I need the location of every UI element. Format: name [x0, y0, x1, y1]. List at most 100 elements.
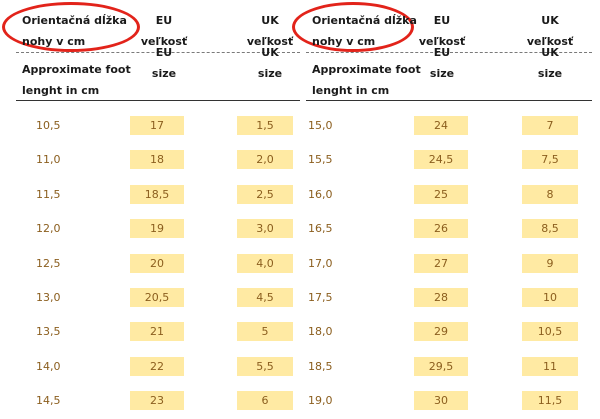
table-row: 15,0 24 7: [306, 116, 592, 136]
header-line: Orientačná dĺžka: [22, 14, 127, 27]
header-uk-sk: UK veľkosť: [242, 10, 298, 52]
header-eu-sk: EU veľkosť: [136, 10, 192, 52]
header-foot-length-en: Approximate foot lenght in cm: [22, 59, 131, 101]
header-uk-sk: UK veľkosť: [522, 10, 578, 52]
uk-size-cell: 7,5: [522, 150, 578, 170]
eu-size-cell: 18: [130, 150, 184, 170]
uk-size-cell: 10: [522, 288, 578, 307]
header-foot-length-sk: Orientačná dĺžka nohy v cm: [22, 10, 127, 52]
table-row: 11,0 18 2,0: [16, 150, 300, 170]
header-foot-length-en: Approximate foot lenght in cm: [312, 59, 421, 101]
header-line: UK: [541, 46, 559, 59]
foot-length-cell: 15,0: [308, 119, 333, 132]
uk-size-cell: 11,5: [522, 391, 578, 411]
table-row: 16,5 26 8,5: [306, 219, 592, 239]
header-eu-en: EU size: [136, 42, 192, 84]
eu-size-cell: 17: [130, 116, 184, 135]
header-uk-en: UK size: [242, 42, 298, 84]
foot-length-cell: 18,5: [308, 359, 333, 373]
header-line: UK: [261, 14, 279, 27]
eu-size-cell: 24: [414, 116, 468, 135]
header-divider: [16, 52, 300, 53]
header-line: EU: [433, 46, 451, 59]
table-row: 17,0 27 9: [306, 253, 592, 274]
table-row: 11,5 18,5 2,5: [16, 184, 300, 205]
header-line: nohy v cm: [22, 35, 86, 48]
table-row: 12,5 20 4,0: [16, 253, 300, 274]
table-row: 18,5 29,5 11: [306, 356, 592, 377]
eu-size-cell: 22: [130, 356, 184, 376]
uk-size-cell: 8: [522, 184, 578, 204]
uk-size-cell: 9: [522, 253, 578, 273]
foot-length-cell: 11,5: [36, 187, 61, 201]
header-line: veľkosť: [246, 35, 294, 48]
header-eu-sk: EU veľkosť: [414, 10, 470, 52]
foot-length-cell: 13,0: [36, 291, 61, 304]
table-row: 16,0 25 8: [306, 184, 592, 205]
eu-size-cell: 29: [414, 322, 468, 342]
table-row: 18,0 29 10,5: [306, 322, 592, 342]
header-line: UK: [261, 46, 279, 59]
uk-size-cell: 10,5: [522, 322, 578, 342]
eu-size-cell: 18,5: [130, 184, 184, 204]
foot-length-cell: 18,0: [308, 325, 333, 339]
highlight-circle: [292, 2, 414, 52]
uk-size-cell: 5,5: [237, 356, 293, 376]
uk-size-cell: 1,5: [237, 116, 293, 135]
uk-size-cell: 5: [237, 322, 293, 342]
foot-length-cell: 14,5: [36, 394, 61, 408]
foot-length-cell: 10,5: [36, 119, 61, 132]
eu-size-cell: 27: [414, 253, 468, 273]
eu-size-cell: 28: [414, 288, 468, 307]
header-eu-en: EU size: [414, 42, 470, 84]
header-line: Approximate foot: [22, 63, 131, 76]
foot-length-cell: 16,0: [308, 187, 333, 201]
foot-length-cell: 14,0: [36, 359, 61, 373]
uk-size-cell: 2,0: [237, 150, 293, 170]
foot-length-cell: 13,5: [36, 325, 61, 339]
eu-size-cell: 30: [414, 391, 468, 411]
header-foot-length-sk: Orientačná dĺžka nohy v cm: [312, 10, 417, 52]
header-line: size: [151, 67, 177, 80]
foot-length-cell: 15,5: [308, 153, 333, 167]
header-line: Orientačná dĺžka: [312, 14, 417, 27]
uk-size-cell: 7: [522, 116, 578, 135]
header-bottom-rule: [16, 100, 300, 101]
header-uk-en: UK size: [522, 42, 578, 84]
header-line: veľkosť: [526, 35, 574, 48]
foot-length-cell: 19,0: [308, 394, 333, 408]
foot-length-cell: 11,0: [36, 153, 61, 167]
header-line: lenght in cm: [312, 84, 390, 97]
uk-size-cell: 2,5: [237, 184, 293, 204]
header-line: lenght in cm: [22, 84, 100, 97]
header-line: size: [257, 67, 283, 80]
eu-size-cell: 21: [130, 322, 184, 342]
eu-size-cell: 26: [414, 219, 468, 239]
table-row: 17,5 28 10: [306, 288, 592, 308]
eu-size-cell: 23: [130, 391, 184, 411]
table-row: 14,5 23 6: [16, 391, 300, 411]
foot-length-cell: 12,0: [36, 222, 61, 236]
eu-size-cell: 25: [414, 184, 468, 204]
uk-size-cell: 4,5: [237, 288, 293, 307]
eu-size-cell: 24,5: [414, 150, 468, 170]
header-line: veľkosť: [418, 35, 466, 48]
eu-size-cell: 20: [130, 253, 184, 273]
header-line: UK: [541, 14, 559, 27]
header-line: size: [429, 67, 455, 80]
header-line: EU: [155, 46, 173, 59]
eu-size-cell: 19: [130, 219, 184, 239]
uk-size-cell: 4,0: [237, 253, 293, 273]
foot-length-cell: 12,5: [36, 256, 61, 270]
table-row: 12,0 19 3,0: [16, 219, 300, 239]
foot-length-cell: 17,5: [308, 291, 333, 304]
header-line: EU: [155, 14, 173, 27]
foot-length-cell: 16,5: [308, 222, 333, 236]
highlight-circle: [2, 2, 140, 52]
header-bottom-rule: [306, 100, 592, 101]
foot-length-cell: 17,0: [308, 256, 333, 270]
header-line: Approximate foot: [312, 63, 421, 76]
table-row: 13,0 20,5 4,5: [16, 288, 300, 308]
header-line: size: [537, 67, 563, 80]
eu-size-cell: 20,5: [130, 288, 184, 307]
